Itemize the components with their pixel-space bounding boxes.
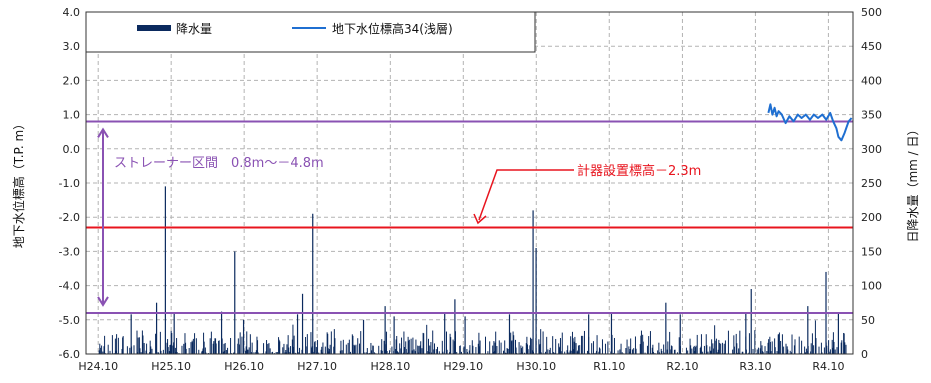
y-left-tick-label: 4.0 bbox=[63, 6, 81, 19]
legend-swatch-rain bbox=[137, 25, 171, 31]
y-right-tick-label: 400 bbox=[861, 74, 882, 87]
y-left-tick-label: 1.0 bbox=[63, 109, 81, 122]
y-right-tick-label: 500 bbox=[861, 6, 882, 19]
x-tick-label: H27.10 bbox=[297, 360, 337, 373]
y-axis-left-title: 地下水位標高（T.P. m） bbox=[11, 118, 26, 248]
y-left-tick-label: 0.0 bbox=[63, 143, 81, 156]
x-tick-label: H25.10 bbox=[151, 360, 191, 373]
legend-box bbox=[85, 11, 536, 53]
annotation-sensor: 計器設置標高－2.3m bbox=[577, 163, 701, 179]
x-tick-label: H30.10 bbox=[516, 360, 556, 373]
y-right-tick-label: 250 bbox=[861, 177, 882, 190]
annotation-strainer: ストレーナー区間 0.8m～－4.8m bbox=[114, 156, 324, 171]
y-left-tick-label: -5.0 bbox=[59, 314, 80, 327]
y-left-tick-label: -3.0 bbox=[59, 245, 80, 258]
y-right-tick-label: 450 bbox=[861, 40, 882, 53]
y-left-tick-label: -1.0 bbox=[59, 177, 80, 190]
annotations bbox=[97, 127, 574, 307]
groundwater-line bbox=[767, 103, 853, 142]
strainer-arrow-head-top bbox=[97, 127, 109, 138]
y-right-tick-label: 200 bbox=[861, 211, 882, 224]
y-left-tick-label: -2.0 bbox=[59, 211, 80, 224]
y-left-tick-label: -6.0 bbox=[59, 348, 80, 361]
strainer-arrow-head-bottom bbox=[97, 296, 109, 307]
y-right-tick-label: 150 bbox=[861, 245, 882, 258]
sensor-arrow-head bbox=[473, 213, 487, 225]
y-left-tick-label: 3.0 bbox=[63, 40, 81, 53]
x-tick-label: H29.10 bbox=[443, 360, 483, 373]
y-right-tick-label: 100 bbox=[861, 280, 882, 293]
x-tick-label: R4.10 bbox=[812, 360, 844, 373]
legend-label-rain: 降水量 bbox=[176, 22, 212, 36]
y-right-tick-label: 350 bbox=[861, 109, 882, 122]
x-axis: H24.10 H25.10 H26.10 H27.10 H28.10 H29.10 H30.… bbox=[78, 360, 844, 373]
y-left-tick-label: -4.0 bbox=[59, 280, 80, 293]
x-tick-label: H26.10 bbox=[224, 360, 264, 373]
x-tick-label: H28.10 bbox=[370, 360, 410, 373]
x-tick-label: R2.10 bbox=[666, 360, 698, 373]
reference-lines bbox=[86, 120, 853, 314]
y-right-tick-label: 0 bbox=[861, 348, 868, 361]
x-tick-label: R1.10 bbox=[593, 360, 625, 373]
x-tick-label: R3.10 bbox=[739, 360, 771, 373]
groundwater-series-line bbox=[767, 103, 853, 142]
legend: 降水量 地下水位標高34(浅層) bbox=[85, 11, 536, 53]
sensor-arrow bbox=[478, 169, 574, 221]
grid bbox=[86, 12, 853, 354]
y-axis-left: 4.0 3.0 2.0 1.0 0.0 -1.0 -2.0 -3.0 -4.0 -5.0 -6.0 bbox=[59, 6, 80, 361]
legend-label-water: 地下水位標高34(浅層) bbox=[332, 21, 453, 36]
x-tick-label: H24.10 bbox=[78, 360, 118, 373]
y-right-tick-label: 300 bbox=[861, 143, 882, 156]
y-axis-right-title: 日降水量（mm / 日） bbox=[906, 123, 920, 242]
y-left-tick-label: 2.0 bbox=[63, 74, 81, 87]
y-right-tick-label: 50 bbox=[861, 314, 875, 327]
